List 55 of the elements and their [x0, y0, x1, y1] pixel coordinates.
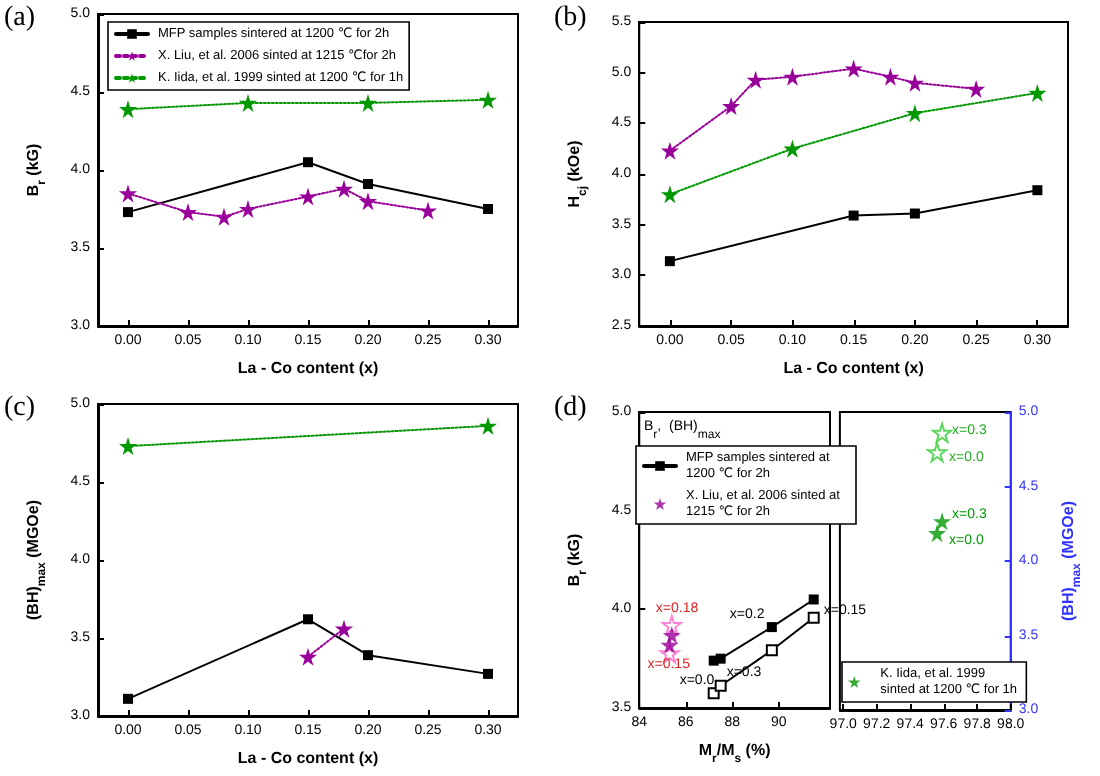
point: [215, 207, 233, 226]
chart-title: (a): [4, 3, 36, 33]
point: [483, 204, 493, 214]
point: [905, 104, 924, 123]
point: [783, 139, 802, 158]
x-axis-title: La - Co content (x): [783, 359, 925, 377]
point: [746, 70, 765, 89]
point: [483, 668, 493, 679]
point: [119, 184, 137, 203]
point: [123, 693, 133, 704]
point: [123, 207, 133, 218]
point: [303, 157, 313, 168]
point: [848, 210, 859, 221]
point: [179, 203, 197, 222]
point: [660, 141, 679, 160]
point: [844, 59, 863, 78]
point: [664, 256, 675, 267]
point: [881, 67, 900, 86]
point: [1028, 83, 1047, 102]
point: [419, 201, 437, 220]
point: [359, 192, 377, 211]
point: [119, 100, 137, 119]
point: [766, 622, 777, 633]
point: [119, 437, 137, 456]
x-axis-title: La - Co content (x): [237, 749, 379, 767]
point: [363, 179, 373, 190]
chart-title: (b): [554, 3, 588, 33]
point: [967, 79, 986, 98]
point: [662, 625, 681, 644]
point: [335, 619, 353, 638]
point: [239, 200, 257, 218]
point: [714, 679, 727, 692]
point: [479, 416, 497, 435]
point: [722, 97, 741, 116]
point: [765, 644, 778, 657]
point: [359, 93, 377, 112]
point: [661, 615, 682, 636]
point: [807, 611, 820, 624]
point: [303, 614, 313, 625]
point: [909, 208, 920, 219]
point: [660, 185, 679, 204]
point: [905, 73, 924, 92]
point: [479, 90, 497, 109]
point: [715, 653, 726, 664]
chart-title: (c): [4, 393, 36, 423]
point: [239, 93, 257, 112]
chart-title: (d): [554, 393, 588, 423]
point: [1032, 185, 1043, 196]
point: [808, 594, 819, 605]
point: [783, 67, 802, 86]
point: [335, 179, 353, 198]
point: [363, 650, 373, 661]
point: [299, 647, 317, 666]
point: [299, 187, 317, 206]
x-axis-title: La - Co content (x): [237, 359, 379, 377]
